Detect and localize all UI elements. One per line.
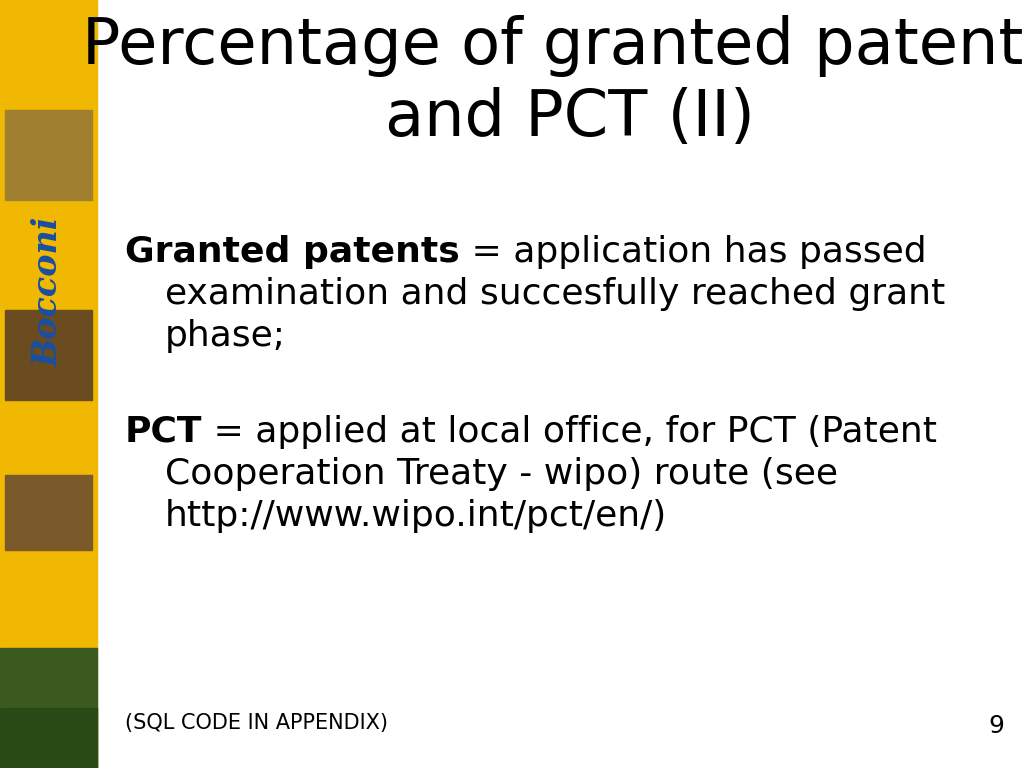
Bar bbox=[5, 110, 92, 200]
Bar bbox=[5, 310, 92, 400]
Text: PCT: PCT bbox=[125, 415, 203, 449]
Text: Bocconi: Bocconi bbox=[32, 217, 65, 367]
Text: phase;: phase; bbox=[165, 319, 286, 353]
Bar bbox=[5, 475, 92, 550]
Text: (SQL CODE IN APPENDIX): (SQL CODE IN APPENDIX) bbox=[125, 713, 388, 733]
Text: = applied at local office, for PCT (Patent: = applied at local office, for PCT (Pate… bbox=[203, 415, 938, 449]
Text: Percentage of granted patents
and PCT (II): Percentage of granted patents and PCT (I… bbox=[82, 15, 1024, 149]
Text: = application has passed: = application has passed bbox=[460, 235, 927, 269]
Bar bbox=[0, 708, 97, 768]
Text: http://www.wipo.int/pct/en/): http://www.wipo.int/pct/en/) bbox=[165, 499, 668, 533]
Bar bbox=[0, 648, 97, 768]
Text: examination and succesfully reached grant: examination and succesfully reached gran… bbox=[165, 277, 945, 311]
Text: 9: 9 bbox=[988, 714, 1004, 738]
Text: Granted patents: Granted patents bbox=[125, 235, 460, 269]
Text: Cooperation Treaty - wipo) route (see: Cooperation Treaty - wipo) route (see bbox=[165, 457, 838, 491]
Bar bbox=[0, 0, 97, 768]
